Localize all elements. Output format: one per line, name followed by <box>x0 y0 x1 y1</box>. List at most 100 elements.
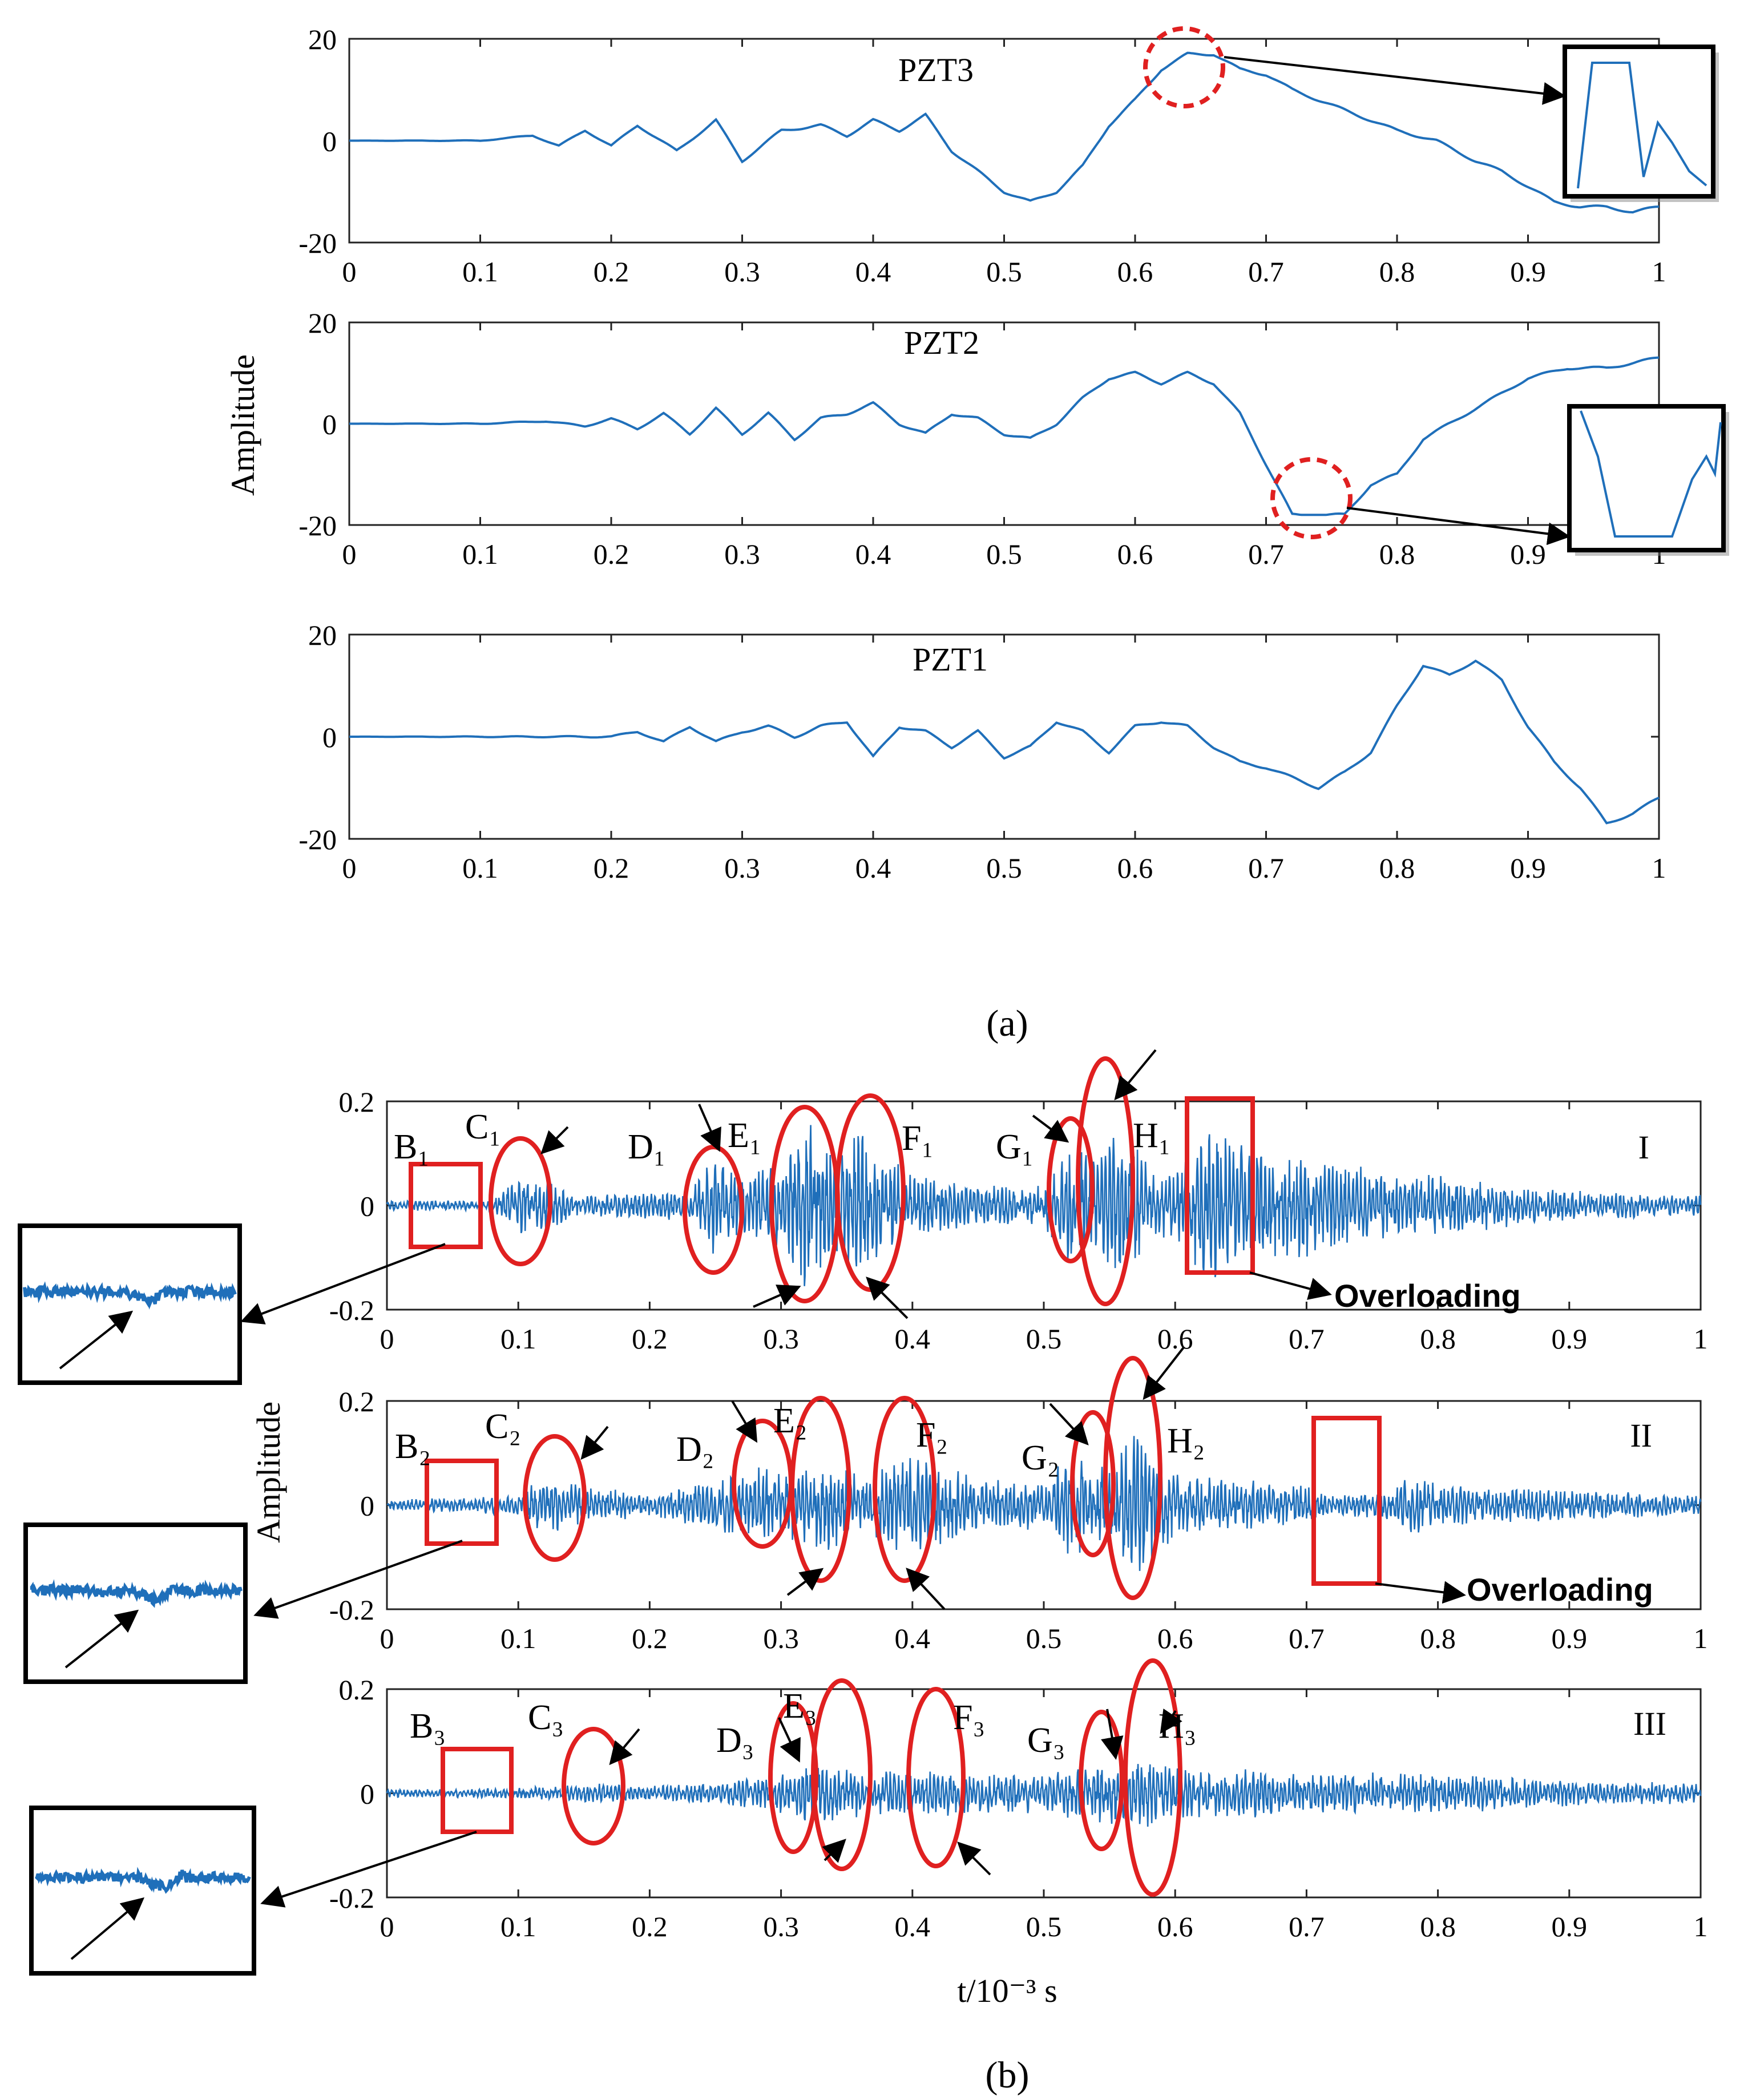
x-tick-label: 0.4 <box>855 538 891 570</box>
event-marker-label: G₁ <box>996 1128 1034 1166</box>
x-tick-label: 0.7 <box>1248 538 1284 570</box>
event-ellipse <box>768 1701 818 1854</box>
x-tick-label: 0.4 <box>855 852 891 884</box>
annotation-arrow <box>64 1609 139 1669</box>
x-tick-label: 0.2 <box>594 852 629 884</box>
x-tick-label: 0.1 <box>462 538 498 570</box>
x-tick-label: 1 <box>1652 256 1666 288</box>
x-tick-label: 0.3 <box>724 256 760 288</box>
x-tick-label: 0.4 <box>855 256 891 288</box>
inset-waveform <box>30 1579 243 1608</box>
event-marker-label: H₃ <box>1158 1707 1196 1746</box>
x-tick-label: 0.2 <box>594 538 629 570</box>
event-ellipse <box>1047 1116 1095 1263</box>
y-tick-label: 0.2 <box>339 1386 375 1418</box>
y-tick-label: 20 <box>308 23 337 55</box>
panel-title: PZT1 <box>913 641 988 678</box>
annotation-arrow <box>1101 1709 1124 1760</box>
event-marker-label: B₁ <box>394 1128 430 1166</box>
event-ellipse <box>811 1678 873 1871</box>
event-ellipse <box>873 1396 936 1583</box>
event-marker-label: E₂ <box>773 1402 808 1440</box>
chart-panel-i: 0 0.1 0.2 0.3 0.4 0.5 0.6 0.7 0.8 0.9 10.20-0.2I <box>329 1086 1708 1355</box>
x-tick-label: 0.7 <box>1289 1622 1325 1654</box>
annotation-arrow <box>866 1277 909 1319</box>
highlight-circle <box>1143 26 1225 108</box>
annotation-arrow <box>1346 507 1571 546</box>
annotation-arrow <box>1160 1708 1182 1734</box>
series-line-i <box>386 1125 1702 1286</box>
panel-title: III <box>1633 1705 1666 1742</box>
x-tick-label: 1 <box>1694 1323 1708 1355</box>
x-tick-label: 0 <box>380 1622 394 1654</box>
series-line-ii <box>386 1436 1702 1571</box>
annotation-arrow <box>698 1104 721 1152</box>
x-tick-label: 0.2 <box>632 1323 668 1355</box>
x-tick-label: 0 <box>380 1911 394 1942</box>
x-tick-label: 0.5 <box>1026 1323 1062 1355</box>
zoom-inset <box>23 1522 248 1684</box>
x-tick-label: 0 <box>342 852 357 884</box>
x-tick-label: 0.6 <box>1157 1622 1193 1654</box>
event-ellipse <box>906 1687 966 1868</box>
x-tick-label: 0.5 <box>986 852 1022 884</box>
y-tick-label: 20 <box>308 619 337 651</box>
annotation-arrow <box>822 1839 846 1863</box>
x-tick-label: 0.5 <box>1026 1622 1062 1654</box>
event-ellipse <box>1079 1710 1124 1851</box>
annotation-arrow <box>540 1126 569 1154</box>
annotation-arrow <box>580 1425 609 1460</box>
x-tick-label: 0.6 <box>1117 256 1153 288</box>
x-tick-label: 0.9 <box>1552 1911 1588 1942</box>
event-marker-label: C₁ <box>465 1108 501 1146</box>
x-tick-label: 0 <box>380 1323 394 1355</box>
zoom-inset <box>18 1223 242 1385</box>
y-tick-label: 0 <box>322 409 337 441</box>
y-tick-label: 0.2 <box>339 1086 375 1118</box>
event-marker-label: F₃ <box>953 1698 985 1737</box>
annotation-arrow <box>1032 1114 1069 1143</box>
y-tick-label: 0 <box>360 1190 374 1222</box>
y-axis-label: Amplitude <box>224 354 261 496</box>
event-ellipse <box>562 1727 625 1845</box>
series-line-pzt2 <box>349 356 1660 516</box>
x-tick-label: 0.3 <box>763 1622 799 1654</box>
x-tick-label: 0.7 <box>1248 256 1284 288</box>
x-tick-label: 1 <box>1694 1622 1708 1654</box>
annotation-arrow <box>609 1728 640 1766</box>
annotation-arrow <box>1249 1271 1332 1300</box>
y-tick-label: -20 <box>298 227 337 259</box>
annotation-arrow <box>786 1568 824 1596</box>
x-tick-label: 1 <box>1652 852 1666 884</box>
x-tick-label: 0.9 <box>1552 1622 1588 1654</box>
caption-b: (b) <box>986 2054 1030 2096</box>
x-tick-label: 0.1 <box>462 256 498 288</box>
x-tick-label: 0.9 <box>1510 538 1546 570</box>
event-marker-label: F₁ <box>902 1119 934 1158</box>
event-marker-label: G₃ <box>1027 1721 1065 1760</box>
x-tick-label: 0.2 <box>632 1622 668 1654</box>
annotation-arrow <box>753 1285 801 1308</box>
overloading-label: Overloading <box>1467 1572 1653 1608</box>
annotation-arrow <box>59 1310 134 1370</box>
series-line-pzt1 <box>349 659 1660 825</box>
annotation-arrow <box>957 1841 991 1876</box>
event-marker-label: E₁ <box>728 1116 762 1155</box>
y-tick-label: -0.2 <box>329 1294 374 1326</box>
x-tick-label: 0.8 <box>1420 1622 1456 1654</box>
chart-panel-pzt2: 00.10.20.30.40.50.60.70.80.91200-20PZT2A… <box>224 307 1666 570</box>
y-tick-label: -0.2 <box>329 1882 374 1914</box>
event-marker-label: B₂ <box>395 1427 431 1466</box>
panel-title: PZT2 <box>904 324 979 361</box>
event-ellipse <box>523 1434 587 1562</box>
x-tick-label: 0.1 <box>500 1911 536 1942</box>
zoom-inset <box>1567 404 1726 552</box>
inset-waveform <box>1580 410 1722 538</box>
overloading-label: Overloading <box>1334 1278 1521 1314</box>
x-tick-label: 0.9 <box>1510 256 1546 288</box>
y-axis-label: Amplitude <box>250 1402 287 1543</box>
event-ellipse <box>1076 1056 1135 1306</box>
event-ellipse <box>1103 1356 1162 1600</box>
x-tick-label: 0.2 <box>632 1911 668 1942</box>
